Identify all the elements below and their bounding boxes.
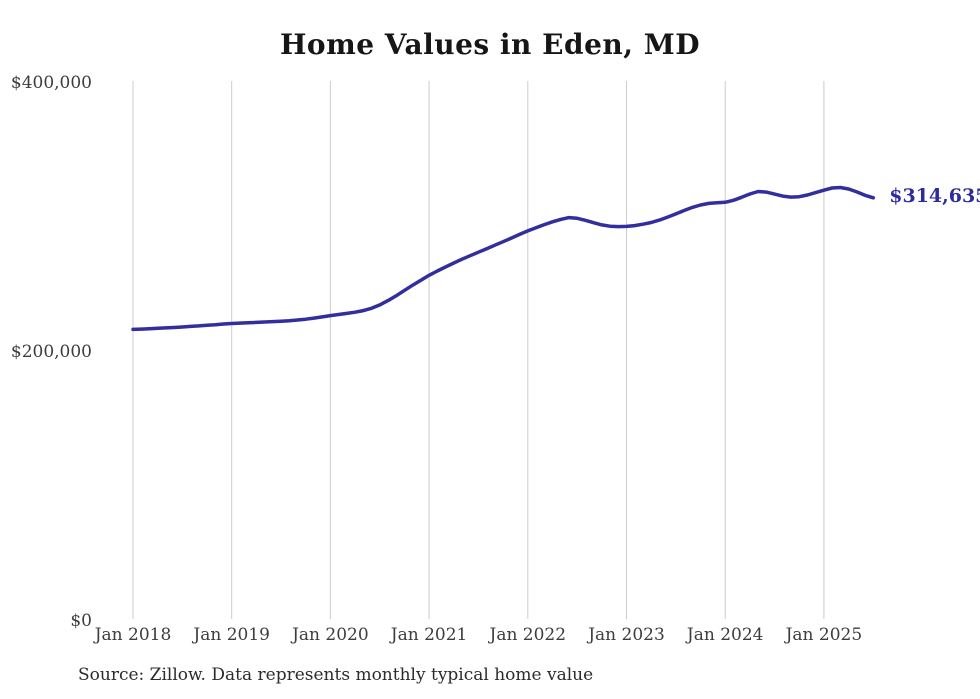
source-note: Source: Zillow. Data represents monthly … bbox=[78, 665, 594, 685]
x-tick-label: Jan 2021 bbox=[390, 625, 468, 645]
x-tick-label: Jan 2018 bbox=[94, 625, 172, 645]
x-tick-label: Jan 2022 bbox=[489, 625, 567, 645]
series-end-value-label: $314,635 bbox=[889, 184, 980, 207]
home-value-line-series bbox=[131, 185, 876, 332]
vertical-gridlines bbox=[132, 81, 825, 619]
x-tick-label: Jan 2019 bbox=[193, 625, 270, 645]
y-tick-label: $0 bbox=[70, 611, 92, 631]
x-tick-label: Jan 2020 bbox=[292, 625, 369, 645]
x-tick-label: Jan 2024 bbox=[686, 625, 764, 645]
x-tick-label: Jan 2023 bbox=[588, 625, 665, 645]
chart-title: Home Values in Eden, MD bbox=[279, 28, 701, 61]
y-tick-label: $200,000 bbox=[10, 342, 92, 362]
x-tick-label: Jan 2025 bbox=[785, 625, 863, 645]
y-tick-label: $400,000 bbox=[10, 73, 92, 93]
